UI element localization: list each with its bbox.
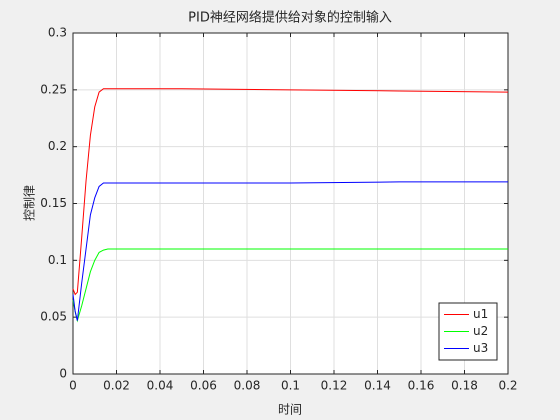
legend-label: u2 bbox=[473, 324, 488, 338]
x-tick-label: 0.12 bbox=[321, 379, 348, 393]
series-line bbox=[72, 181, 508, 321]
x-tick-label: 0.16 bbox=[408, 379, 435, 393]
legend-label: u3 bbox=[473, 341, 488, 355]
x-tick-label: 0.02 bbox=[103, 379, 130, 393]
x-tick-label: 0.08 bbox=[234, 379, 261, 393]
x-tick-label: 0.18 bbox=[451, 379, 478, 393]
x-axis-label: 时间 bbox=[278, 403, 302, 417]
y-tick-label: 0.1 bbox=[48, 253, 67, 267]
y-tick-label: 0.25 bbox=[40, 82, 67, 96]
y-tick-label: 0.05 bbox=[40, 310, 67, 324]
x-tick-label: 0.04 bbox=[147, 379, 174, 393]
y-tick-label: 0.2 bbox=[48, 139, 67, 153]
x-tick-label: 0.2 bbox=[498, 379, 517, 393]
axes-box bbox=[72, 32, 509, 375]
x-tick-label: 0.06 bbox=[190, 379, 217, 393]
series-line bbox=[72, 248, 508, 323]
y-axis-label: 控制律 bbox=[23, 185, 37, 221]
x-tick-label: 0 bbox=[69, 379, 77, 393]
series-line bbox=[72, 88, 509, 296]
x-tick-label: 0.14 bbox=[364, 379, 391, 393]
y-tick-label: 0.15 bbox=[40, 196, 67, 210]
legend-label: u1 bbox=[473, 307, 488, 321]
x-tick-label: 0.1 bbox=[281, 379, 300, 393]
y-tick-label: 0.3 bbox=[48, 26, 67, 40]
y-tick-label: 0 bbox=[59, 367, 67, 381]
chart-title: PID神经网络提供给对象的控制输入 bbox=[188, 10, 392, 26]
